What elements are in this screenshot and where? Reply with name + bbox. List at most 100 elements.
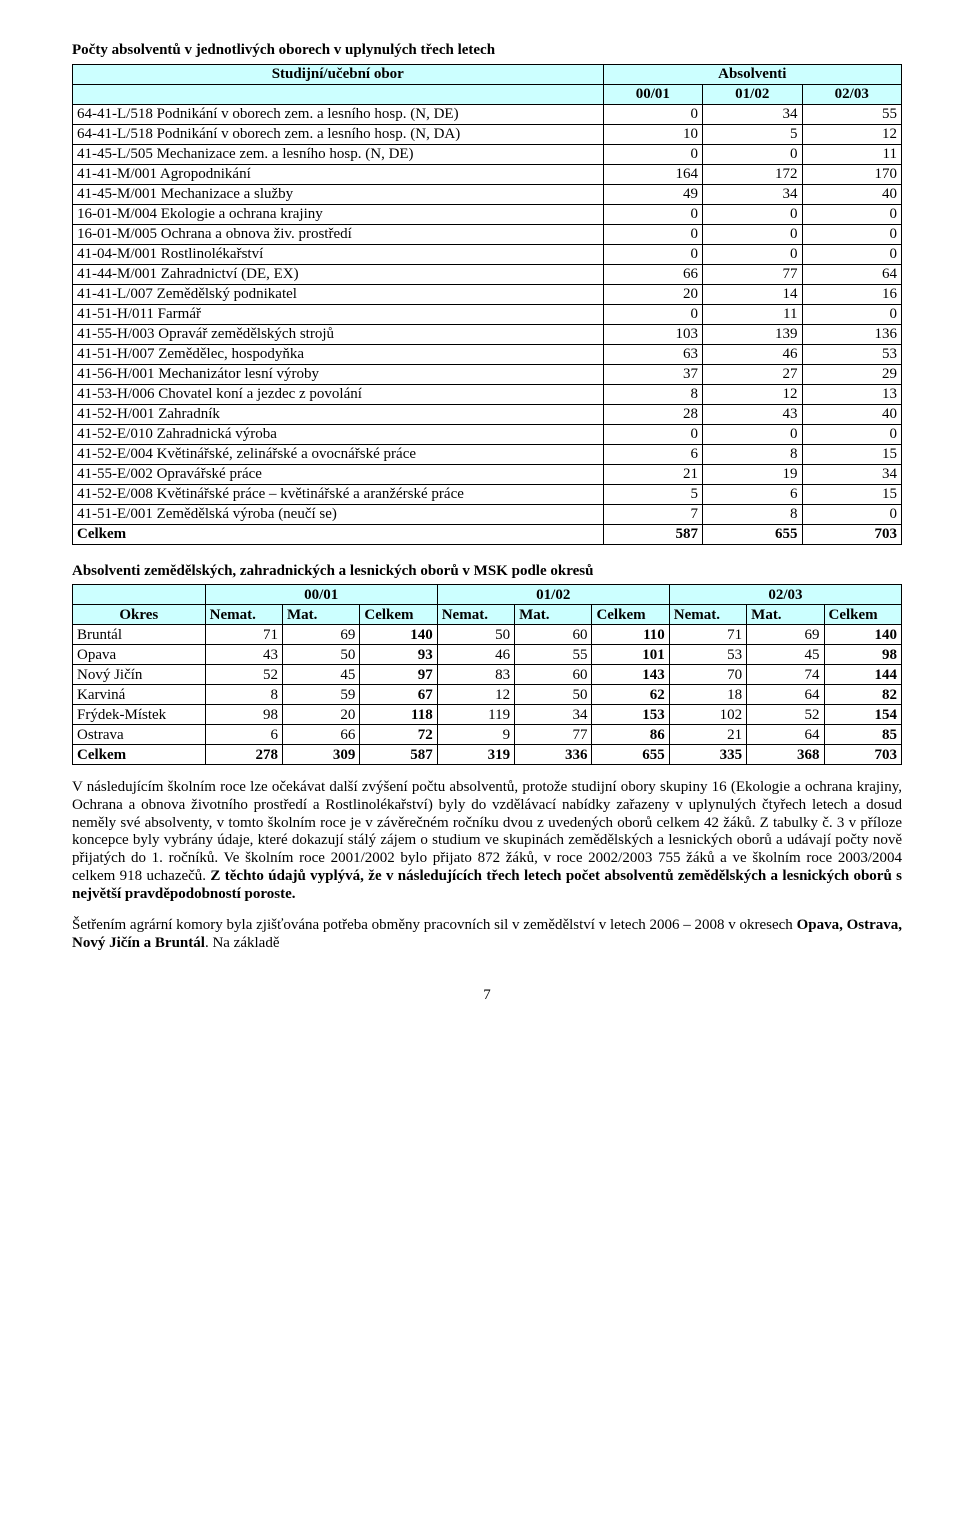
paragraph-2-c: . Na základě bbox=[205, 935, 280, 951]
value-cell: 74 bbox=[747, 665, 824, 685]
value-cell: 0 bbox=[603, 304, 702, 324]
value-cell: 50 bbox=[283, 645, 360, 665]
value-cell: 21 bbox=[603, 464, 702, 484]
value-cell: 45 bbox=[747, 645, 824, 665]
value-cell: 34 bbox=[703, 184, 802, 204]
field-label: 41-53-H/006 Chovatel koní a jezdec z pov… bbox=[73, 384, 604, 404]
value-cell: 5 bbox=[703, 124, 802, 144]
value-cell: 153 bbox=[592, 705, 669, 725]
value-cell: 34 bbox=[515, 705, 592, 725]
table-row: 41-51-H/007 Zemědělec, hospodyňka634653 bbox=[73, 344, 902, 364]
value-cell: 62 bbox=[592, 685, 669, 705]
value-cell: 46 bbox=[437, 645, 514, 665]
paragraph-1: V následujícím školním roce lze očekávat… bbox=[72, 779, 902, 903]
sub-header: Celkem bbox=[360, 605, 437, 625]
value-cell: 110 bbox=[592, 625, 669, 645]
field-label: 41-51-H/011 Farmář bbox=[73, 304, 604, 324]
value-cell: 37 bbox=[603, 364, 702, 384]
value-cell: 60 bbox=[515, 665, 592, 685]
value-cell: 85 bbox=[824, 725, 901, 745]
value-cell: 49 bbox=[603, 184, 702, 204]
value-cell: 0 bbox=[703, 244, 802, 264]
field-label: 41-41-M/001 Agropodnikání bbox=[73, 164, 604, 184]
value-cell: 0 bbox=[703, 224, 802, 244]
value-cell: 77 bbox=[703, 264, 802, 284]
page-number: 7 bbox=[72, 987, 902, 1005]
table-row: 41-45-M/001 Mechanizace a služby493440 bbox=[73, 184, 902, 204]
value-cell: 6 bbox=[205, 725, 282, 745]
paragraph-2: Šetřením agrární komory byla zjišťována … bbox=[72, 917, 902, 952]
value-cell: 55 bbox=[802, 104, 902, 124]
table-row: Karviná85967125062186482 bbox=[73, 685, 902, 705]
value-cell: 0 bbox=[802, 244, 902, 264]
value-cell: 66 bbox=[283, 725, 360, 745]
field-label: 16-01-M/004 Ekologie a ochrana krajiny bbox=[73, 204, 604, 224]
year-header: 01/02 bbox=[437, 585, 669, 605]
value-cell: 9 bbox=[437, 725, 514, 745]
value-cell: 69 bbox=[747, 625, 824, 645]
total-cell: 703 bbox=[824, 745, 901, 765]
total-cell: 309 bbox=[283, 745, 360, 765]
field-label: 41-44-M/001 Zahradnictví (DE, EX) bbox=[73, 264, 604, 284]
value-cell: 15 bbox=[802, 484, 902, 504]
table-row: 41-51-H/011 Farmář0110 bbox=[73, 304, 902, 324]
total-cell: 278 bbox=[205, 745, 282, 765]
col-header-grads: Absolventi bbox=[603, 64, 901, 84]
value-cell: 21 bbox=[669, 725, 746, 745]
total-cell: 587 bbox=[603, 524, 702, 544]
value-cell: 67 bbox=[360, 685, 437, 705]
district-label: Bruntál bbox=[73, 625, 206, 645]
blank-cell bbox=[73, 585, 206, 605]
sub-header: Mat. bbox=[283, 605, 360, 625]
value-cell: 101 bbox=[592, 645, 669, 665]
value-cell: 140 bbox=[824, 625, 901, 645]
value-cell: 118 bbox=[360, 705, 437, 725]
value-cell: 45 bbox=[283, 665, 360, 685]
value-cell: 0 bbox=[603, 104, 702, 124]
table-row: 64-41-L/518 Podnikání v oborech zem. a l… bbox=[73, 124, 902, 144]
value-cell: 172 bbox=[703, 164, 802, 184]
field-label: 64-41-L/518 Podnikání v oborech zem. a l… bbox=[73, 104, 604, 124]
field-label: 41-45-M/001 Mechanizace a služby bbox=[73, 184, 604, 204]
value-cell: 98 bbox=[824, 645, 901, 665]
value-cell: 71 bbox=[669, 625, 746, 645]
value-cell: 15 bbox=[802, 444, 902, 464]
value-cell: 64 bbox=[802, 264, 902, 284]
total-label: Celkem bbox=[73, 524, 604, 544]
field-label: 16-01-M/005 Ochrana a obnova živ. prostř… bbox=[73, 224, 604, 244]
value-cell: 0 bbox=[802, 424, 902, 444]
total-cell: 655 bbox=[592, 745, 669, 765]
field-label: 41-55-H/003 Opravář zemědělských strojů bbox=[73, 324, 604, 344]
year-header: 01/02 bbox=[703, 84, 802, 104]
value-cell: 66 bbox=[603, 264, 702, 284]
value-cell: 164 bbox=[603, 164, 702, 184]
district-label: Opava bbox=[73, 645, 206, 665]
value-cell: 53 bbox=[669, 645, 746, 665]
okres-header: Okres bbox=[73, 605, 206, 625]
value-cell: 0 bbox=[603, 224, 702, 244]
table2-title: Absolventi zemědělských, zahradnických a… bbox=[72, 563, 902, 581]
field-label: 41-56-H/001 Mechanizátor lesní výroby bbox=[73, 364, 604, 384]
value-cell: 52 bbox=[205, 665, 282, 685]
sub-header: Nemat. bbox=[669, 605, 746, 625]
value-cell: 46 bbox=[703, 344, 802, 364]
value-cell: 40 bbox=[802, 184, 902, 204]
value-cell: 0 bbox=[703, 204, 802, 224]
table-row: 41-52-H/001 Zahradník284340 bbox=[73, 404, 902, 424]
table-row: 41-44-M/001 Zahradnictví (DE, EX)667764 bbox=[73, 264, 902, 284]
value-cell: 119 bbox=[437, 705, 514, 725]
paragraph-2-a: Šetřením agrární komory byla zjišťována … bbox=[72, 917, 797, 933]
table-row: 41-55-H/003 Opravář zemědělských strojů 1… bbox=[73, 324, 902, 344]
value-cell: 0 bbox=[603, 244, 702, 264]
value-cell: 14 bbox=[703, 284, 802, 304]
col-header-field: Studijní/učební obor bbox=[73, 64, 604, 84]
value-cell: 0 bbox=[603, 424, 702, 444]
value-cell: 139 bbox=[703, 324, 802, 344]
total-cell: 335 bbox=[669, 745, 746, 765]
value-cell: 20 bbox=[603, 284, 702, 304]
field-label: 64-41-L/518 Podnikání v oborech zem. a l… bbox=[73, 124, 604, 144]
sub-header: Celkem bbox=[824, 605, 901, 625]
value-cell: 43 bbox=[205, 645, 282, 665]
total-cell: 319 bbox=[437, 745, 514, 765]
value-cell: 102 bbox=[669, 705, 746, 725]
